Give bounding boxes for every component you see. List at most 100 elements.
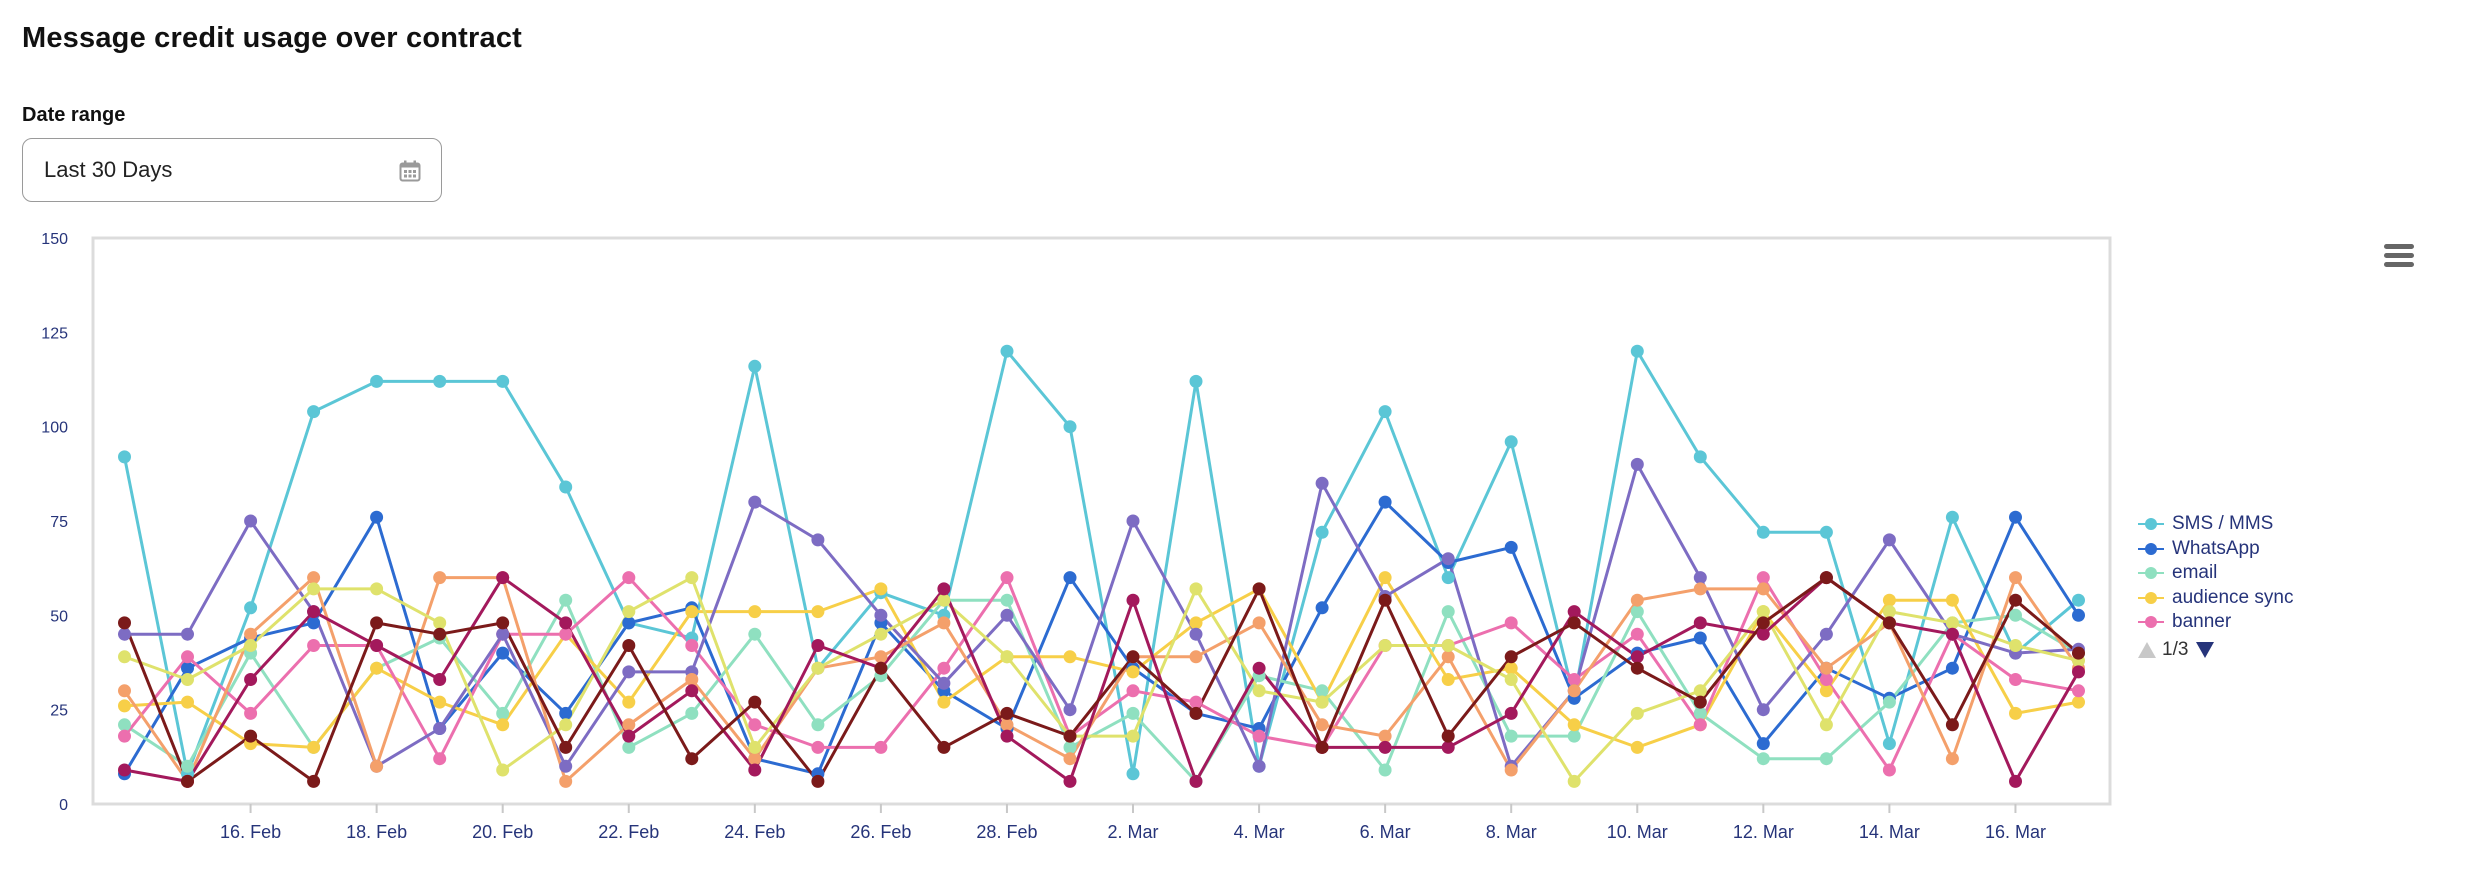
data-point[interactable] (1378, 495, 1392, 509)
data-point[interactable] (559, 627, 573, 641)
series-line-4[interactable] (123, 576, 2080, 772)
data-point[interactable] (559, 759, 573, 773)
data-point[interactable] (874, 661, 888, 675)
data-point[interactable] (748, 627, 762, 641)
legend-item[interactable]: SMS / MMS (2138, 512, 2293, 537)
data-point[interactable] (1252, 616, 1266, 630)
data-point[interactable] (874, 582, 888, 596)
data-point[interactable] (748, 763, 762, 777)
data-point[interactable] (370, 661, 384, 675)
data-point[interactable] (1693, 684, 1707, 698)
data-point[interactable] (811, 740, 825, 754)
data-point[interactable] (1126, 665, 1140, 679)
data-point[interactable] (1378, 405, 1392, 419)
data-point[interactable] (811, 605, 825, 619)
data-point[interactable] (1000, 706, 1014, 720)
data-point[interactable] (2072, 695, 2085, 709)
data-point[interactable] (307, 616, 321, 630)
data-point[interactable] (1441, 650, 1455, 664)
data-point[interactable] (1126, 650, 1140, 664)
data-point[interactable] (748, 695, 762, 709)
chart-menu-icon[interactable] (2384, 244, 2416, 274)
data-point[interactable] (1756, 616, 1770, 630)
data-point[interactable] (181, 759, 194, 773)
data-point[interactable] (118, 616, 131, 630)
legend-prev-page-icon[interactable] (2138, 641, 2156, 658)
data-point[interactable] (1000, 650, 1014, 664)
data-point[interactable] (1567, 729, 1581, 743)
series-line-6[interactable] (123, 576, 2080, 783)
data-point[interactable] (307, 774, 321, 788)
data-point[interactable] (1504, 650, 1518, 664)
data-point[interactable] (1945, 718, 1959, 732)
data-point[interactable] (1567, 774, 1581, 788)
data-point[interactable] (433, 695, 447, 709)
data-point[interactable] (181, 661, 194, 675)
data-point[interactable] (2009, 593, 2022, 607)
data-point[interactable] (1063, 740, 1077, 754)
data-point[interactable] (1567, 673, 1581, 686)
data-point[interactable] (685, 752, 699, 766)
data-point[interactable] (1189, 374, 1203, 388)
data-point[interactable] (622, 740, 636, 754)
data-point[interactable] (307, 405, 321, 419)
data-point[interactable] (937, 740, 951, 754)
data-point[interactable] (307, 571, 321, 585)
data-point[interactable] (1819, 525, 1833, 539)
data-point[interactable] (2009, 608, 2022, 622)
legend-item[interactable]: banner (2138, 610, 2293, 635)
data-point[interactable] (1189, 706, 1203, 720)
data-point[interactable] (1693, 571, 1707, 585)
data-point[interactable] (1693, 695, 1707, 709)
data-point[interactable] (433, 722, 447, 735)
data-point[interactable] (1441, 552, 1455, 566)
data-point[interactable] (1819, 673, 1833, 686)
data-point[interactable] (1441, 639, 1455, 652)
data-point[interactable] (1252, 729, 1266, 743)
data-point[interactable] (496, 627, 510, 641)
data-point[interactable] (1126, 706, 1140, 720)
data-point[interactable] (307, 740, 321, 754)
data-point[interactable] (1189, 695, 1203, 709)
data-point[interactable] (1567, 718, 1581, 732)
data-point[interactable] (622, 729, 636, 743)
data-point[interactable] (937, 695, 951, 709)
data-point[interactable] (622, 665, 636, 679)
data-point[interactable] (244, 729, 258, 743)
data-point[interactable] (1882, 763, 1896, 777)
data-point[interactable] (2009, 706, 2022, 720)
series-line-7[interactable] (123, 576, 2080, 783)
data-point[interactable] (622, 718, 636, 732)
data-point[interactable] (685, 673, 699, 686)
data-point[interactable] (685, 605, 699, 619)
data-point[interactable] (1000, 344, 1014, 358)
data-point[interactable] (1504, 616, 1518, 630)
series-line-5[interactable] (123, 462, 2080, 768)
data-point[interactable] (748, 740, 762, 754)
data-point[interactable] (2009, 639, 2022, 652)
data-point[interactable] (370, 582, 384, 596)
data-point[interactable] (1441, 605, 1455, 619)
data-point[interactable] (307, 605, 321, 619)
data-point[interactable] (874, 740, 888, 754)
data-point[interactable] (181, 627, 194, 641)
data-point[interactable] (1756, 605, 1770, 619)
data-point[interactable] (244, 673, 258, 686)
data-point[interactable] (244, 706, 258, 720)
data-point[interactable] (748, 605, 762, 619)
data-point[interactable] (1378, 571, 1392, 585)
data-point[interactable] (1441, 673, 1455, 686)
data-point[interactable] (496, 763, 510, 777)
data-point[interactable] (1756, 571, 1770, 585)
data-point[interactable] (1063, 571, 1077, 585)
data-point[interactable] (559, 774, 573, 788)
data-point[interactable] (1315, 476, 1329, 490)
data-point[interactable] (559, 740, 573, 754)
data-point[interactable] (1063, 650, 1077, 664)
data-point[interactable] (559, 706, 573, 720)
data-point[interactable] (1630, 627, 1644, 641)
data-point[interactable] (370, 616, 384, 630)
data-point[interactable] (118, 763, 131, 777)
data-point[interactable] (181, 673, 194, 686)
data-point[interactable] (1063, 703, 1077, 717)
